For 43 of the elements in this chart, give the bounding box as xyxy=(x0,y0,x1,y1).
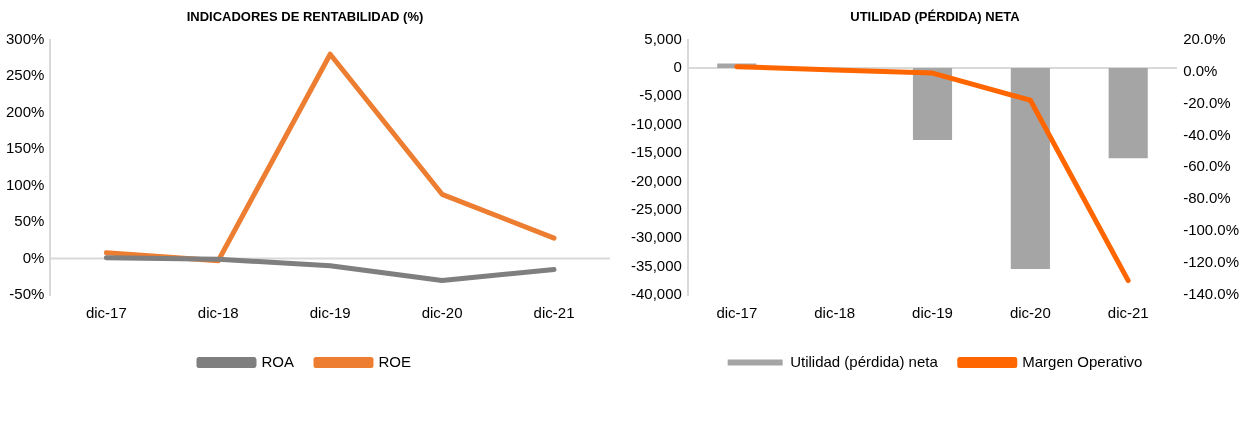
x-tick-label: dic-20 xyxy=(421,304,463,322)
x-tick-label: dic-19 xyxy=(912,304,953,322)
y-tick-label: -5,000 xyxy=(639,86,682,104)
legend-label: Utilidad (pérdida) neta xyxy=(790,352,939,370)
chart-title: UTILIDAD (PÉRDIDA) NETA xyxy=(850,9,1021,25)
legend-label: ROE xyxy=(378,352,412,370)
x-tick-label: dic-17 xyxy=(716,304,758,322)
x-tick-label: dic-21 xyxy=(1107,304,1149,322)
y2-tick-label: -40.0% xyxy=(1183,125,1231,143)
legend-label: Margen Operativo xyxy=(1022,352,1143,370)
y-tick-label: 300% xyxy=(5,29,45,47)
y2-tick-label: 0.0% xyxy=(1183,61,1218,79)
x-tick-label: dic-21 xyxy=(533,304,575,322)
x-tick-label: dic-19 xyxy=(309,304,351,322)
y2-tick-label: -60.0% xyxy=(1183,157,1231,175)
y2-tick-label: -120.0% xyxy=(1183,253,1240,271)
y-tick-label: 200% xyxy=(5,102,45,120)
y-tick-label: 150% xyxy=(5,139,45,157)
y2-tick-label: -20.0% xyxy=(1183,93,1231,111)
y-tick-label: -30,000 xyxy=(631,228,682,246)
y-tick-label: -40,000 xyxy=(631,285,682,303)
x-tick-label: dic-18 xyxy=(197,304,239,322)
y-tick-label: 0% xyxy=(22,248,45,266)
y2-tick-label: -80.0% xyxy=(1183,189,1231,207)
y-tick-label: -20,000 xyxy=(631,171,682,189)
y-tick-label: 100% xyxy=(5,175,45,193)
y-tick-label: 0 xyxy=(673,58,682,76)
y-tick-label: 50% xyxy=(14,212,45,230)
y2-tick-label: -140.0% xyxy=(1183,285,1240,303)
y-tick-label: -10,000 xyxy=(631,114,682,132)
chart-title: INDICADORES DE RENTABILIDAD (%) xyxy=(186,9,424,25)
x-tick-label: dic-18 xyxy=(814,304,856,322)
y2-tick-label: -100.0% xyxy=(1183,221,1240,239)
y-tick-label: -50% xyxy=(9,285,45,303)
y-tick-label: -35,000 xyxy=(631,256,682,274)
legend-label: ROA xyxy=(261,352,295,370)
y-tick-label: 250% xyxy=(5,66,45,84)
y-tick-label: 5,000 xyxy=(644,29,682,47)
x-tick-label: dic-20 xyxy=(1009,304,1051,322)
y-tick-label: -25,000 xyxy=(631,200,682,218)
x-tick-label: dic-17 xyxy=(85,304,127,322)
y2-tick-label: 20.0% xyxy=(1183,29,1226,47)
y-tick-label: -15,000 xyxy=(631,143,682,161)
